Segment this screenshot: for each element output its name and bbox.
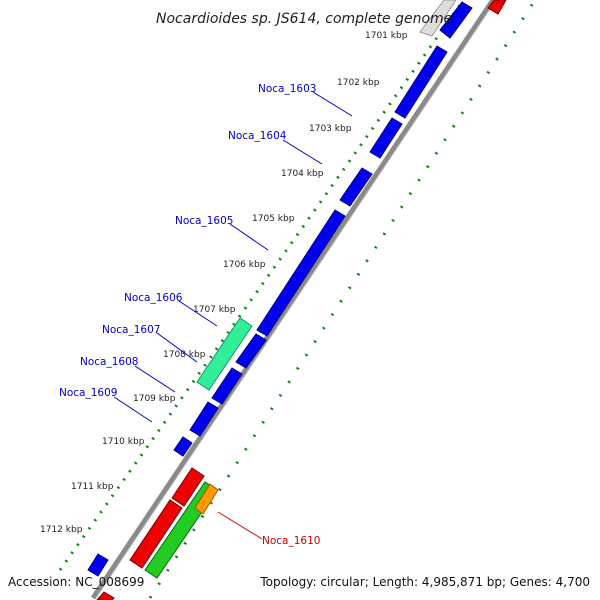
- forward-strand-genes: [87, 1, 473, 577]
- kbp-tick-label: 1709 kbp: [133, 394, 176, 404]
- kbp-tick-label: 1701 kbp: [365, 31, 408, 41]
- gene-feature[interactable]: [339, 167, 373, 207]
- gene-feature[interactable]: [87, 553, 109, 577]
- kbp-tick-label: 1711 kbp: [71, 482, 114, 492]
- kbp-tick-label: 1703 kbp: [309, 124, 352, 134]
- gene-label-noca-1608[interactable]: Noca_1608: [80, 356, 138, 368]
- gene-feature[interactable]: [173, 436, 193, 457]
- accession-text: Accession: NC_008699: [8, 575, 144, 589]
- gene-feature-highlight[interactable]: [196, 317, 253, 391]
- gene-feature-reverse[interactable]: [487, 0, 507, 15]
- gene-feature-reverse[interactable]: [171, 467, 205, 507]
- ruler-ticks: 1701 kbp 1702 kbp 1703 kbp 1704 kbp 1705…: [40, 31, 408, 535]
- kbp-tick-label: 1705 kbp: [252, 214, 295, 224]
- gene-feature[interactable]: [369, 117, 403, 159]
- kbp-tick-label: 1712 kbp: [40, 525, 83, 535]
- genome-summary-text: Topology: circular; Length: 4,985,871 bp…: [259, 575, 590, 589]
- gene-feature[interactable]: [256, 209, 346, 337]
- kbp-tick-label: 1704 kbp: [281, 169, 324, 179]
- gene-feature-reverse[interactable]: [129, 499, 183, 569]
- kbp-tick-label: 1708 kbp: [163, 350, 206, 360]
- gene-label-noca-1605[interactable]: Noca_1605: [175, 215, 233, 227]
- gene-label-noca-1604[interactable]: Noca_1604: [228, 130, 287, 142]
- genome-backbone-shadow: [95, 0, 497, 599]
- gene-feature[interactable]: [394, 45, 448, 119]
- kbp-tick-label: 1710 kbp: [102, 437, 145, 447]
- gene-label-noca-1606[interactable]: Noca_1606: [124, 292, 183, 304]
- gene-label-leaders: [113, 91, 353, 540]
- gc-track-outer: [148, 0, 537, 599]
- gene-label-noca-1603[interactable]: Noca_1603: [258, 83, 316, 95]
- kbp-tick-label: 1702 kbp: [337, 78, 380, 88]
- gene-feature[interactable]: [439, 1, 473, 39]
- gene-label-noca-1610[interactable]: Noca_1610: [262, 535, 320, 547]
- misc-feature[interactable]: [194, 483, 219, 515]
- gene-feature-gray[interactable]: [419, 0, 457, 37]
- genome-backbone: [90, 0, 496, 600]
- gene-feature-reverse[interactable]: [96, 591, 115, 600]
- gene-label-noca-1607[interactable]: Noca_1607: [102, 324, 160, 336]
- gene-label-noca-1609[interactable]: Noca_1609: [59, 387, 117, 399]
- kbp-tick-label: 1706 kbp: [223, 260, 266, 270]
- reverse-strand-genes: [96, 0, 507, 600]
- gene-feature[interactable]: [189, 401, 219, 437]
- gene-labels: Noca_1603 Noca_1604 Noca_1605 Noca_1606 …: [59, 83, 320, 547]
- gene-feature[interactable]: [211, 367, 243, 405]
- gene-feature[interactable]: [235, 333, 267, 369]
- kbp-tick-label: 1707 kbp: [193, 305, 236, 315]
- map-title: Nocardioides sp. JS614, complete genome: [156, 11, 452, 27]
